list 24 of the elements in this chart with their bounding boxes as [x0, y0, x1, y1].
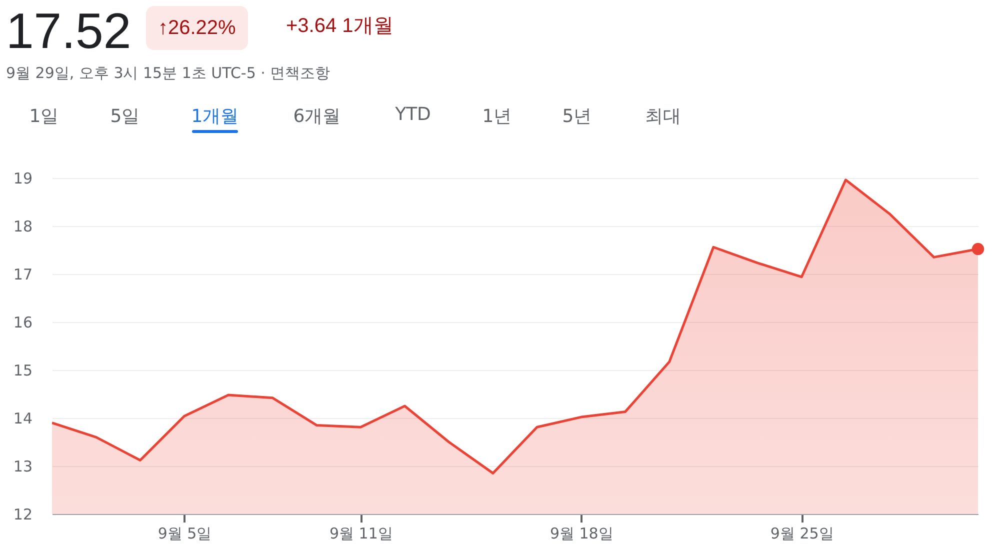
- text: 6개월: [293, 105, 341, 128]
- text: ↑26.22%: [146, 6, 248, 50]
- x-tick-label: 9월 11일: [329, 524, 393, 542]
- text: 1년: [482, 105, 512, 128]
- y-tick-label: 18: [13, 218, 32, 236]
- y-tick-label: 12: [13, 506, 32, 524]
- text: +3.64 1개월: [286, 14, 394, 39]
- y-tick-label: 15: [13, 362, 32, 380]
- chart-title: 17.52: [6, 2, 132, 60]
- x-tick-label: 9월 18일: [550, 524, 614, 542]
- y-tick-label: 16: [13, 314, 32, 332]
- text: 1개월: [191, 105, 239, 128]
- text: 1일: [29, 105, 59, 128]
- text: 5일: [110, 105, 140, 128]
- text: 5년: [562, 105, 592, 128]
- y-tick-label: 17: [13, 266, 32, 284]
- chart-subtitle: 9월 29일, 오후 3시 15분 1초 UTC-5 · 면책조항: [6, 64, 330, 83]
- x-tick-label: 9월 25일: [770, 524, 834, 542]
- y-tick-label: 19: [13, 170, 32, 188]
- text: 최대: [645, 105, 681, 128]
- text: YTD: [395, 104, 431, 125]
- x-tick-label: 9월 5일: [158, 524, 212, 542]
- y-tick-label: 13: [13, 458, 32, 476]
- y-tick-label: 14: [13, 410, 32, 428]
